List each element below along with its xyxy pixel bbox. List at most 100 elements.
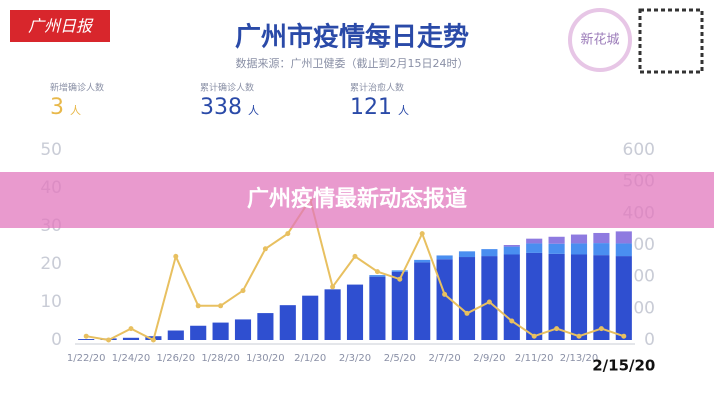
bar bbox=[346, 284, 364, 340]
qr-code bbox=[638, 8, 704, 74]
point bbox=[352, 253, 358, 259]
bar bbox=[369, 275, 386, 277]
bar bbox=[391, 271, 408, 340]
bar bbox=[167, 330, 184, 340]
y-tick-label: 20 bbox=[40, 254, 62, 274]
bar bbox=[481, 256, 498, 340]
banner: 广州疫情最新动态报道 bbox=[247, 186, 467, 212]
bar bbox=[234, 319, 252, 340]
point bbox=[240, 288, 246, 294]
bar bbox=[570, 234, 588, 244]
x-tick-label: 2/7/20 bbox=[429, 353, 461, 364]
brand: 新花城 bbox=[580, 32, 619, 48]
x-tick-label: 2/5/20 bbox=[384, 353, 416, 364]
logo-box bbox=[10, 10, 110, 42]
subtitle: 数据来源：广州卫健委（截止到2月15日24时） bbox=[236, 56, 469, 70]
bar bbox=[548, 253, 565, 340]
bar bbox=[593, 255, 610, 340]
logo: 广州日报 bbox=[28, 17, 94, 36]
bar bbox=[570, 254, 588, 340]
bar bbox=[414, 259, 431, 263]
brand-logo bbox=[568, 8, 632, 72]
point bbox=[486, 299, 492, 305]
y2-tick-label: 0 bbox=[644, 330, 655, 350]
bar bbox=[481, 249, 498, 257]
stat-unit: 人 bbox=[248, 104, 259, 117]
point bbox=[374, 269, 380, 275]
x-tick-label: 1/26/20 bbox=[157, 353, 196, 364]
point bbox=[442, 291, 448, 297]
bar bbox=[593, 243, 610, 256]
bar bbox=[302, 295, 319, 340]
point bbox=[106, 337, 112, 343]
bar bbox=[503, 245, 520, 247]
bar bbox=[526, 238, 543, 244]
point bbox=[262, 246, 268, 252]
point bbox=[128, 326, 134, 332]
bar bbox=[548, 236, 565, 244]
x-tick-label: 1/22/20 bbox=[67, 353, 106, 364]
point bbox=[173, 253, 179, 259]
stat-value: 3 bbox=[50, 95, 64, 120]
x-tick-label: 1/28/20 bbox=[201, 353, 240, 364]
x-tick-label: 2/9/20 bbox=[473, 353, 505, 364]
y2-tick-label: 600 bbox=[623, 140, 655, 160]
bar bbox=[122, 337, 140, 340]
bar bbox=[526, 252, 543, 340]
y-tick-label: 50 bbox=[40, 140, 62, 160]
y-tick-label: 10 bbox=[40, 292, 62, 312]
bar bbox=[324, 289, 341, 340]
stat-label: 新增确诊人数 bbox=[50, 82, 104, 94]
point bbox=[576, 333, 582, 339]
stat-value: 121 bbox=[350, 95, 392, 120]
stat-unit: 人 bbox=[398, 104, 409, 117]
point bbox=[554, 326, 560, 332]
point bbox=[397, 276, 403, 282]
bar bbox=[458, 257, 476, 340]
bar bbox=[279, 305, 296, 340]
x-tick-label: 2/13/20 bbox=[560, 353, 599, 364]
point bbox=[330, 284, 336, 290]
point bbox=[83, 333, 89, 339]
bar bbox=[526, 243, 543, 253]
stat-unit: 人 bbox=[70, 104, 81, 117]
bar bbox=[212, 322, 229, 340]
bar bbox=[593, 232, 610, 244]
point bbox=[509, 318, 515, 324]
bar bbox=[458, 251, 476, 258]
bar bbox=[369, 276, 386, 340]
x-tick-label: 2/15/20 bbox=[592, 357, 655, 375]
bar bbox=[503, 246, 520, 255]
x-tick-label: 2/3/20 bbox=[339, 353, 371, 364]
point bbox=[285, 231, 291, 237]
bar bbox=[436, 259, 453, 340]
x-tick-label: 2/1/20 bbox=[294, 353, 326, 364]
point bbox=[621, 333, 627, 339]
y-tick-label: 0 bbox=[51, 330, 62, 350]
point bbox=[531, 333, 537, 339]
point bbox=[464, 310, 470, 316]
bar bbox=[391, 270, 408, 272]
bar bbox=[548, 243, 565, 254]
bar bbox=[615, 256, 632, 340]
bar bbox=[414, 262, 431, 340]
bar bbox=[78, 339, 95, 340]
bar bbox=[257, 313, 274, 340]
banner-bg bbox=[0, 172, 714, 228]
point bbox=[150, 337, 156, 343]
x-tick-label: 2/11/20 bbox=[515, 353, 554, 364]
point bbox=[419, 231, 425, 237]
point bbox=[598, 326, 604, 332]
bar bbox=[503, 254, 520, 340]
bar bbox=[570, 243, 588, 255]
bar bbox=[190, 325, 207, 340]
stat-label: 累计治愈人数 bbox=[350, 82, 404, 94]
bar bbox=[615, 243, 632, 257]
bar bbox=[436, 255, 453, 260]
point bbox=[218, 303, 224, 309]
stat-value: 338 bbox=[200, 95, 242, 120]
stat-label: 累计确诊人数 bbox=[200, 82, 254, 94]
